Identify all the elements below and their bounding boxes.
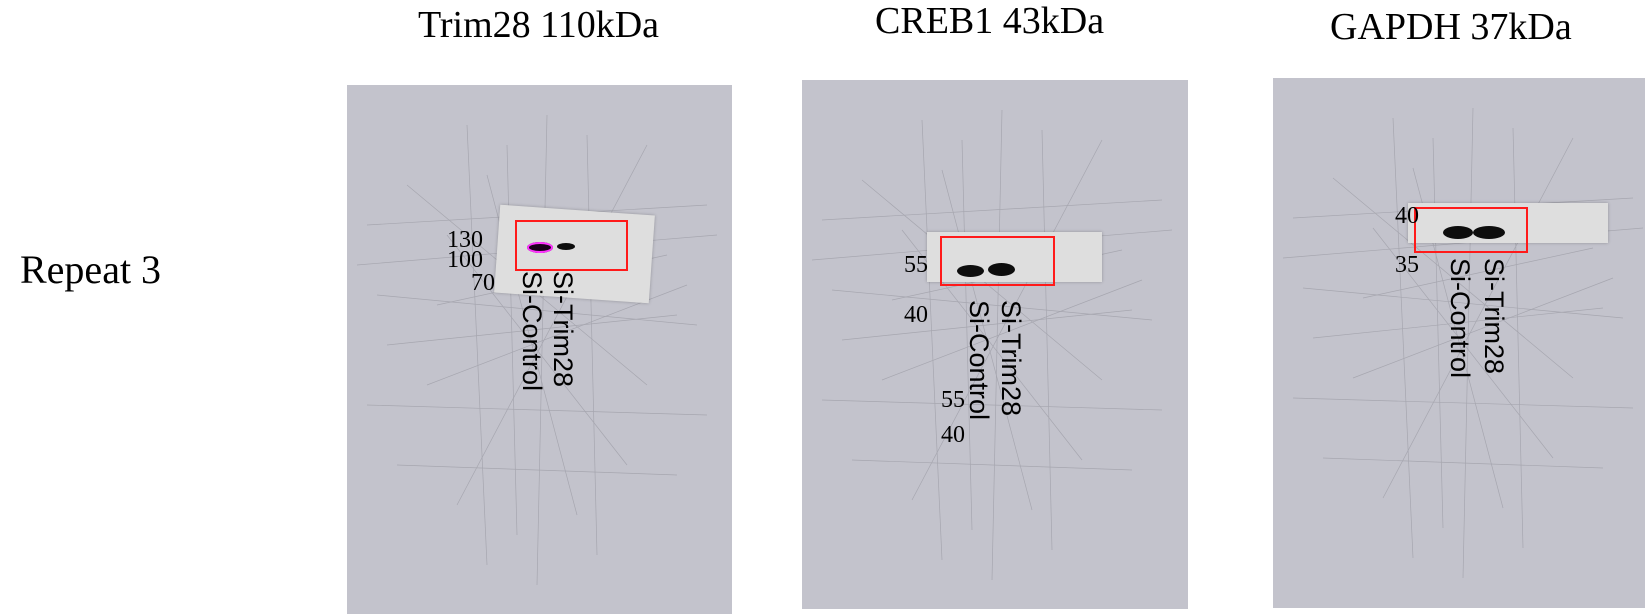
lane-label-si-control: Si-Control	[518, 271, 545, 391]
panel-title-creb1: CREB1 43kDa	[875, 2, 1104, 40]
lane-label-si-trim28: Si-Trim28	[549, 271, 576, 387]
lane-label-si-control: Si-Control	[1446, 258, 1473, 378]
panel-title-trim28: Trim28 110kDa	[418, 6, 659, 44]
blot-image-creb1: 55 40 55 40 Si-Control Si-Trim28	[802, 80, 1188, 609]
membrane-texture	[802, 80, 1188, 609]
lane-label-si-trim28: Si-Trim28	[1480, 258, 1507, 374]
marker-40-lower: 40	[941, 423, 965, 447]
lane-label-si-control: Si-Control	[965, 300, 992, 420]
blot-image-trim28: 130 100 70 Si-Control Si-Trim28	[347, 85, 732, 614]
highlight-box	[515, 220, 628, 271]
panel-title-gapdh: GAPDH 37kDa	[1330, 8, 1572, 46]
marker-100: 100	[447, 248, 483, 272]
marker-40: 40	[904, 303, 928, 327]
marker-70: 70	[471, 271, 495, 295]
marker-35: 35	[1395, 253, 1419, 277]
highlight-box	[1414, 207, 1528, 253]
blot-image-gapdh: 40 35 Si-Control Si-Trim28	[1273, 78, 1645, 608]
lane-label-si-trim28: Si-Trim28	[997, 300, 1024, 416]
row-label: Repeat 3	[20, 250, 161, 290]
marker-40: 40	[1395, 204, 1419, 228]
highlight-box	[940, 236, 1055, 286]
marker-55: 55	[904, 253, 928, 277]
marker-55-lower: 55	[941, 388, 965, 412]
